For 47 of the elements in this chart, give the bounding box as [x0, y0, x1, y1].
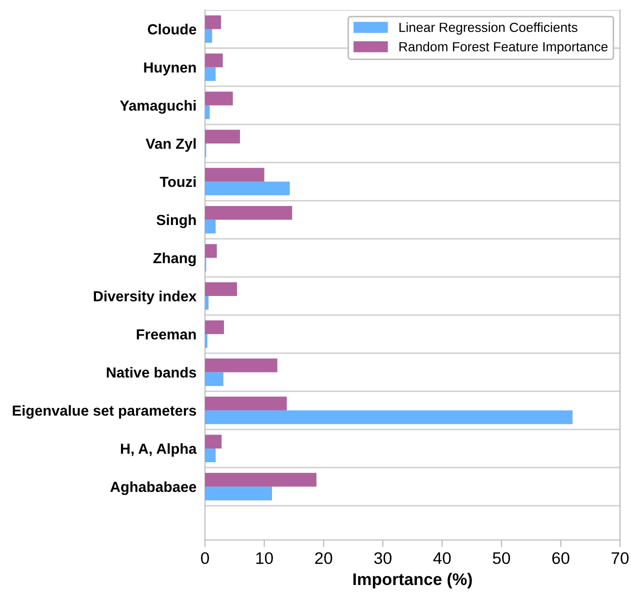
x-tick-label: 40	[433, 552, 451, 564]
bar	[205, 486, 272, 500]
x-tick-label: 30	[374, 552, 392, 564]
y-tick-label: Aghababaee	[110, 481, 196, 495]
bar	[205, 396, 287, 410]
bar	[205, 282, 238, 296]
y-tick-label: Zhang	[153, 252, 196, 266]
y-tick-label: Singh	[156, 214, 196, 228]
bar	[205, 220, 216, 234]
bar	[205, 182, 290, 196]
y-tick-label: Yamaguchi	[120, 100, 196, 114]
x-tick-label: 10	[256, 552, 273, 564]
y-tick-label: Cloude	[148, 24, 196, 34]
y-tick-label: Huynen	[144, 62, 196, 76]
bar	[205, 448, 216, 462]
y-tick-label: H, A, Alpha	[120, 443, 197, 457]
y-tick-label: Native bands	[106, 366, 196, 378]
x-tick-label: 20	[315, 552, 332, 564]
bar	[205, 29, 212, 43]
bar	[205, 206, 292, 220]
bar	[205, 130, 240, 144]
y-tick-label: Freeman	[136, 329, 196, 340]
bar	[205, 105, 210, 120]
y-tick-label: Diversity index	[94, 290, 197, 304]
bar	[205, 53, 223, 68]
bar	[205, 320, 224, 334]
bar	[205, 358, 278, 372]
bar	[205, 92, 233, 106]
bar	[205, 296, 209, 310]
y-tick-label: Touzi	[160, 176, 196, 188]
bar	[205, 168, 264, 182]
bar	[205, 67, 216, 81]
bar	[205, 372, 224, 386]
bar	[205, 15, 222, 30]
x-tick-label: 70	[612, 552, 629, 564]
y-tick-label: Van Zyl	[146, 138, 196, 152]
y-tick-label: Eigenvalue set parameters	[12, 405, 196, 419]
bar	[205, 434, 222, 448]
bar	[205, 472, 316, 487]
x-axis-title: Importance (%)	[353, 572, 472, 588]
bar	[205, 410, 573, 424]
x-tick-label: 60	[552, 552, 570, 564]
legend-label: Random Forest Feature Importance	[399, 42, 608, 54]
bar	[205, 244, 217, 258]
legend-label: Linear Regression Coefficients	[399, 22, 578, 35]
x-tick-label: 50	[492, 552, 510, 564]
x-tick-label: 0	[201, 552, 209, 564]
